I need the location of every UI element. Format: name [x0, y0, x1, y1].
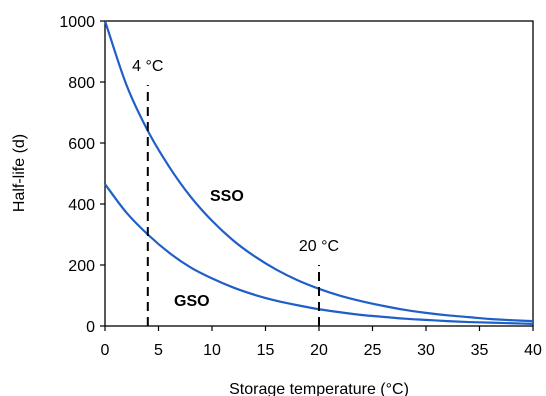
reference-label-20c: 20 °C	[299, 238, 339, 255]
x-tick-label: 0	[101, 342, 110, 359]
y-axis-title: Half-life (d)	[11, 134, 28, 212]
annotation-layer: 4 °C 20 °C	[132, 58, 339, 326]
y-tick-label: 1000	[59, 14, 95, 31]
label-layer: Storage temperature (°C) Half-life (d) S…	[11, 134, 409, 396]
x-axis-title: Storage temperature (°C)	[229, 381, 409, 396]
x-tick-label: 40	[524, 342, 542, 359]
x-tick-label: 25	[364, 342, 382, 359]
y-tick-label: 0	[86, 319, 95, 336]
x-tick-label: 35	[471, 342, 489, 359]
y-tick-label: 400	[68, 197, 95, 214]
x-tick-label: 30	[417, 342, 435, 359]
series-label-sso: SSO	[210, 188, 244, 205]
series-label-gso: GSO	[174, 293, 210, 310]
y-tick-label: 600	[68, 136, 95, 153]
x-tick-label: 5	[154, 342, 163, 359]
x-tick-label: 10	[203, 342, 221, 359]
x-tick-label: 20	[310, 342, 328, 359]
y-tick-label: 200	[68, 258, 95, 275]
y-tick-label: 800	[68, 75, 95, 92]
reference-label-4c: 4 °C	[132, 58, 163, 75]
x-tick-label: 15	[257, 342, 275, 359]
